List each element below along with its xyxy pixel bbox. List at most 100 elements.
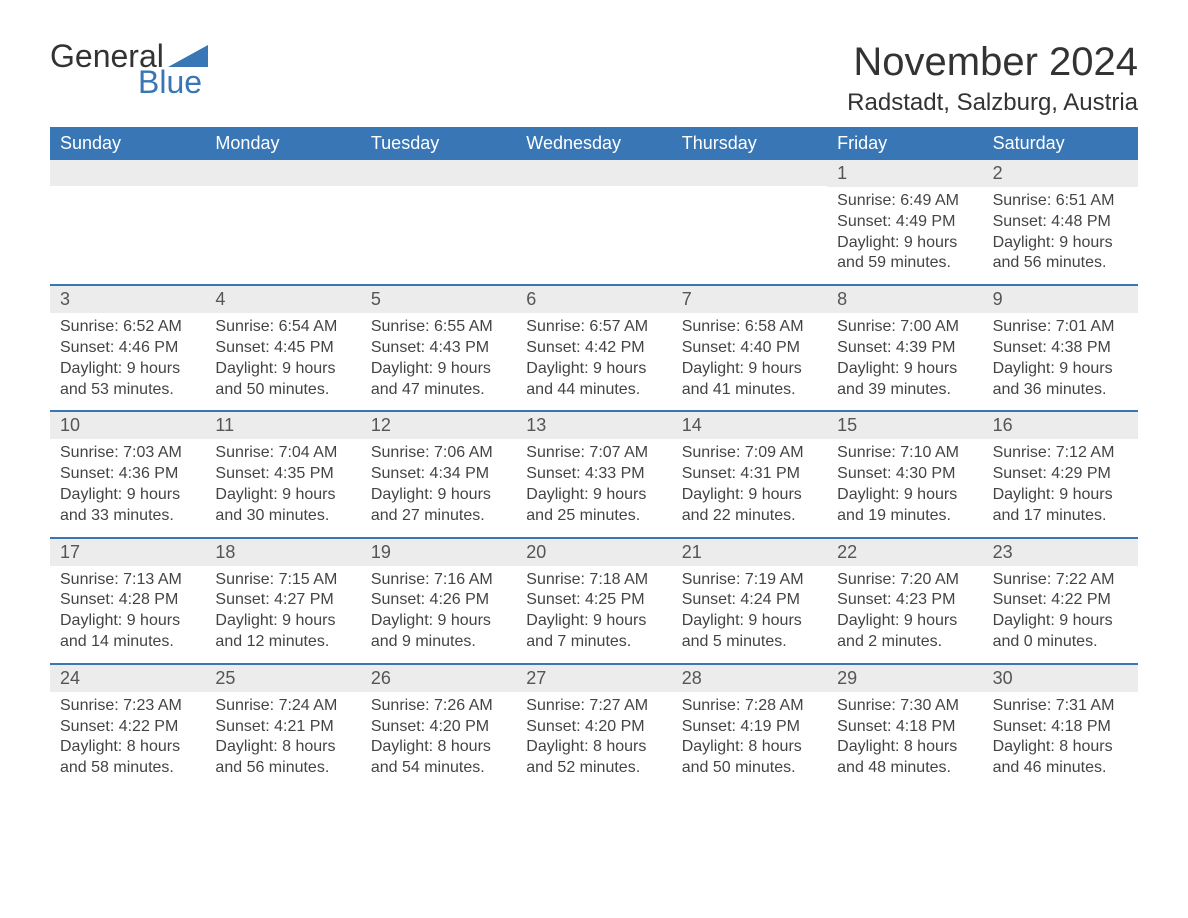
day-sunrise: Sunrise: 7:24 AM (215, 696, 350, 717)
day-cell: 8Sunrise: 7:00 AMSunset: 4:39 PMDaylight… (827, 286, 982, 410)
day-sunrise: Sunrise: 7:23 AM (60, 696, 195, 717)
day-cell: 10Sunrise: 7:03 AMSunset: 4:36 PMDayligh… (50, 412, 205, 536)
location-text: Radstadt, Salzburg, Austria (847, 89, 1138, 117)
day-number: 8 (827, 286, 982, 313)
day-sunrise: Sunrise: 7:19 AM (682, 570, 817, 591)
day-number: 26 (361, 665, 516, 692)
day-content: Sunrise: 7:30 AMSunset: 4:18 PMDaylight:… (827, 692, 982, 779)
day-dl1: Daylight: 9 hours (837, 233, 972, 254)
day-sunrise: Sunrise: 7:06 AM (371, 443, 506, 464)
day-content: Sunrise: 6:54 AMSunset: 4:45 PMDaylight:… (205, 313, 360, 400)
day-number: 21 (672, 539, 827, 566)
day-sunrise: Sunrise: 7:27 AM (526, 696, 661, 717)
day-number: 29 (827, 665, 982, 692)
day-number: 9 (983, 286, 1138, 313)
day-number: 3 (50, 286, 205, 313)
day-sunrise: Sunrise: 7:16 AM (371, 570, 506, 591)
day-content: Sunrise: 7:09 AMSunset: 4:31 PMDaylight:… (672, 439, 827, 526)
day-sunrise: Sunrise: 7:04 AM (215, 443, 350, 464)
day-content: Sunrise: 7:07 AMSunset: 4:33 PMDaylight:… (516, 439, 671, 526)
calendar: SundayMondayTuesdayWednesdayThursdayFrid… (50, 127, 1138, 789)
day-sunrise: Sunrise: 6:52 AM (60, 317, 195, 338)
day-dl1: Daylight: 9 hours (371, 485, 506, 506)
day-content: Sunrise: 7:13 AMSunset: 4:28 PMDaylight:… (50, 566, 205, 653)
day-number: 2 (983, 160, 1138, 187)
day-cell: 17Sunrise: 7:13 AMSunset: 4:28 PMDayligh… (50, 539, 205, 663)
day-number: 30 (983, 665, 1138, 692)
day-sunset: Sunset: 4:38 PM (993, 338, 1128, 359)
day-dl2: and 2 minutes. (837, 632, 972, 653)
day-sunrise: Sunrise: 7:10 AM (837, 443, 972, 464)
day-content: Sunrise: 7:20 AMSunset: 4:23 PMDaylight:… (827, 566, 982, 653)
day-cell: 20Sunrise: 7:18 AMSunset: 4:25 PMDayligh… (516, 539, 671, 663)
day-number (516, 160, 671, 186)
week-row: 17Sunrise: 7:13 AMSunset: 4:28 PMDayligh… (50, 537, 1138, 663)
day-sunset: Sunset: 4:31 PM (682, 464, 817, 485)
day-header: Sunday (50, 127, 205, 160)
day-dl2: and 25 minutes. (526, 506, 661, 527)
week-row: 10Sunrise: 7:03 AMSunset: 4:36 PMDayligh… (50, 410, 1138, 536)
day-cell: 26Sunrise: 7:26 AMSunset: 4:20 PMDayligh… (361, 665, 516, 789)
day-number: 13 (516, 412, 671, 439)
day-dl2: and 0 minutes. (993, 632, 1128, 653)
day-sunrise: Sunrise: 7:00 AM (837, 317, 972, 338)
day-dl1: Daylight: 9 hours (837, 485, 972, 506)
day-dl2: and 53 minutes. (60, 380, 195, 401)
day-sunrise: Sunrise: 6:55 AM (371, 317, 506, 338)
day-number: 15 (827, 412, 982, 439)
day-number: 10 (50, 412, 205, 439)
day-sunset: Sunset: 4:30 PM (837, 464, 972, 485)
day-dl2: and 17 minutes. (993, 506, 1128, 527)
day-sunset: Sunset: 4:18 PM (993, 717, 1128, 738)
day-number: 17 (50, 539, 205, 566)
day-number: 27 (516, 665, 671, 692)
day-sunset: Sunset: 4:20 PM (526, 717, 661, 738)
day-content: Sunrise: 7:10 AMSunset: 4:30 PMDaylight:… (827, 439, 982, 526)
day-cell: 23Sunrise: 7:22 AMSunset: 4:22 PMDayligh… (983, 539, 1138, 663)
week-row: 1Sunrise: 6:49 AMSunset: 4:49 PMDaylight… (50, 160, 1138, 284)
day-dl2: and 46 minutes. (993, 758, 1128, 779)
day-sunset: Sunset: 4:18 PM (837, 717, 972, 738)
day-cell: 27Sunrise: 7:27 AMSunset: 4:20 PMDayligh… (516, 665, 671, 789)
day-content: Sunrise: 7:26 AMSunset: 4:20 PMDaylight:… (361, 692, 516, 779)
day-number: 23 (983, 539, 1138, 566)
day-cell: 30Sunrise: 7:31 AMSunset: 4:18 PMDayligh… (983, 665, 1138, 789)
day-cell: 22Sunrise: 7:20 AMSunset: 4:23 PMDayligh… (827, 539, 982, 663)
day-sunset: Sunset: 4:35 PM (215, 464, 350, 485)
day-number: 1 (827, 160, 982, 187)
day-sunrise: Sunrise: 7:03 AM (60, 443, 195, 464)
day-number: 5 (361, 286, 516, 313)
day-header: Thursday (672, 127, 827, 160)
day-dl2: and 5 minutes. (682, 632, 817, 653)
day-sunset: Sunset: 4:42 PM (526, 338, 661, 359)
day-dl1: Daylight: 9 hours (60, 485, 195, 506)
day-cell: 7Sunrise: 6:58 AMSunset: 4:40 PMDaylight… (672, 286, 827, 410)
day-sunrise: Sunrise: 7:12 AM (993, 443, 1128, 464)
day-sunrise: Sunrise: 7:30 AM (837, 696, 972, 717)
day-cell: 16Sunrise: 7:12 AMSunset: 4:29 PMDayligh… (983, 412, 1138, 536)
day-cell: 2Sunrise: 6:51 AMSunset: 4:48 PMDaylight… (983, 160, 1138, 284)
day-header-row: SundayMondayTuesdayWednesdayThursdayFrid… (50, 127, 1138, 160)
day-dl1: Daylight: 9 hours (993, 233, 1128, 254)
day-cell: 18Sunrise: 7:15 AMSunset: 4:27 PMDayligh… (205, 539, 360, 663)
day-cell: 9Sunrise: 7:01 AMSunset: 4:38 PMDaylight… (983, 286, 1138, 410)
day-cell: 4Sunrise: 6:54 AMSunset: 4:45 PMDaylight… (205, 286, 360, 410)
day-number (50, 160, 205, 186)
day-dl1: Daylight: 9 hours (682, 359, 817, 380)
day-sunset: Sunset: 4:24 PM (682, 590, 817, 611)
title-block: November 2024 Radstadt, Salzburg, Austri… (847, 40, 1138, 117)
day-dl1: Daylight: 9 hours (371, 359, 506, 380)
day-cell: 5Sunrise: 6:55 AMSunset: 4:43 PMDaylight… (361, 286, 516, 410)
day-dl1: Daylight: 9 hours (682, 611, 817, 632)
day-dl2: and 41 minutes. (682, 380, 817, 401)
day-number: 16 (983, 412, 1138, 439)
day-content: Sunrise: 7:24 AMSunset: 4:21 PMDaylight:… (205, 692, 360, 779)
day-header: Tuesday (361, 127, 516, 160)
day-dl2: and 30 minutes. (215, 506, 350, 527)
day-dl1: Daylight: 9 hours (837, 359, 972, 380)
day-content: Sunrise: 7:03 AMSunset: 4:36 PMDaylight:… (50, 439, 205, 526)
day-sunset: Sunset: 4:46 PM (60, 338, 195, 359)
day-dl1: Daylight: 9 hours (60, 611, 195, 632)
day-cell: 29Sunrise: 7:30 AMSunset: 4:18 PMDayligh… (827, 665, 982, 789)
day-number: 28 (672, 665, 827, 692)
